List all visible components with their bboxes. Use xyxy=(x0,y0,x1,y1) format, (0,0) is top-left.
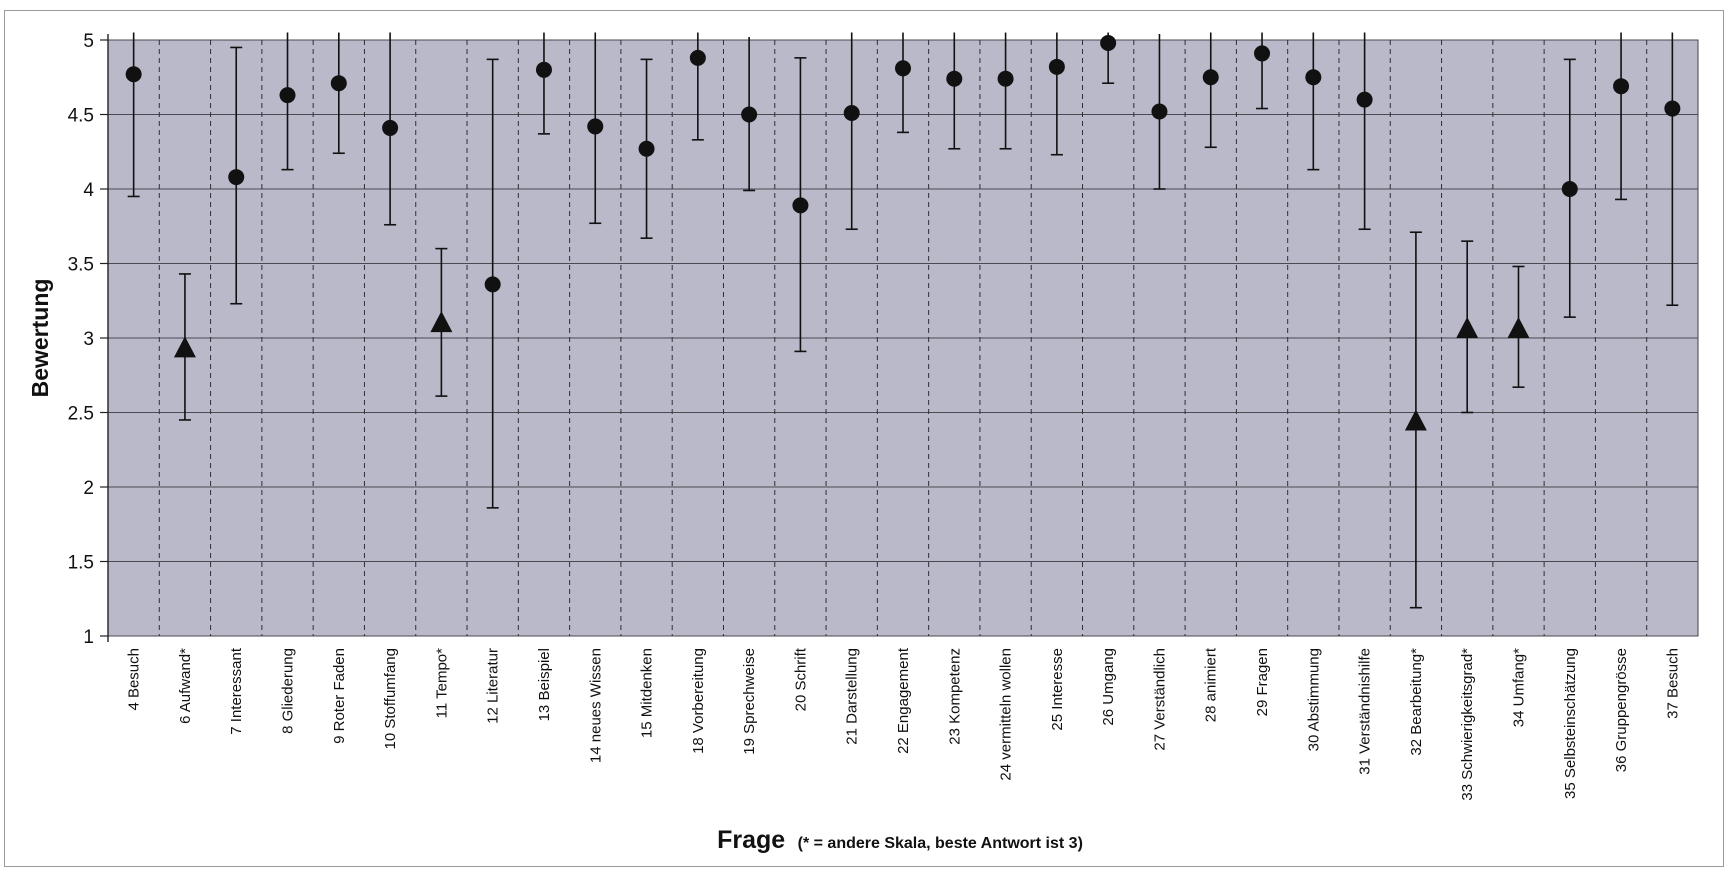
data-point-circle xyxy=(997,70,1014,87)
data-point-circle xyxy=(1305,69,1322,86)
x-category-label: 20 Schrift xyxy=(792,647,809,711)
grid-lines xyxy=(108,39,1698,637)
data-point-circle xyxy=(946,70,963,87)
x-category-label: 9 Roter Faden xyxy=(331,648,348,744)
data-point-circle xyxy=(741,106,758,123)
y-tick-label: 2.5 xyxy=(68,404,94,425)
data-point-triangle xyxy=(1507,317,1530,339)
data-point-circle xyxy=(587,118,604,135)
data-point-triangle xyxy=(1404,409,1427,431)
x-category-label: 33 Schwierigkeitsgrad* xyxy=(1459,648,1476,801)
x-axis-title-main: Frage xyxy=(717,826,785,854)
data-point-circle xyxy=(330,75,347,92)
data-point-circle xyxy=(535,61,552,78)
x-category-label: 13 Beispiel xyxy=(536,648,553,721)
x-category-label: 30 Abstimmung xyxy=(1305,648,1322,751)
data-point-circle xyxy=(1202,69,1219,86)
data-point-circle xyxy=(895,60,911,77)
x-category-label: 8 Gliederung xyxy=(280,648,297,734)
y-tick-label: 4.5 xyxy=(68,106,94,127)
data-point-circle xyxy=(1254,45,1271,62)
y-tick-label: 2 xyxy=(83,478,94,499)
x-category-label: 21 Darstellung xyxy=(844,648,861,745)
x-category-label: 22 Engagement xyxy=(895,647,912,754)
x-category-label: 15 Mitdenken xyxy=(639,648,656,738)
data-point-circle xyxy=(1613,78,1630,95)
x-category-label: 28 animiert xyxy=(1203,647,1220,722)
x-category-label: 23 Kompetenz xyxy=(946,648,963,745)
x-category-label: 14 neues Wissen xyxy=(587,648,604,763)
x-category-label: 6 Aufwand* xyxy=(177,648,194,724)
data-point-circle xyxy=(792,197,809,214)
y-tick-label: 5 xyxy=(83,31,94,52)
x-category-label: 34 Umfang* xyxy=(1510,648,1527,727)
x-category-label: 10 Stoffumfang xyxy=(382,648,399,749)
data-point-circle xyxy=(484,276,501,293)
x-category-label: 4 Besuch xyxy=(126,648,143,711)
x-category-label: 32 Bearbeitung* xyxy=(1408,648,1425,756)
x-category-label: 24 vermitteln wollen xyxy=(998,648,1015,781)
x-axis-title-note: (* = andere Skala, beste Antwort ist 3) xyxy=(798,835,1083,852)
data-point-circle xyxy=(1356,91,1373,108)
x-category-label: 25 Interesse xyxy=(1049,648,1066,731)
data-point-triangle xyxy=(430,311,453,333)
data-point-circle xyxy=(382,119,399,136)
data-marks xyxy=(125,32,1681,609)
data-point-circle xyxy=(1664,100,1681,117)
y-tick-label: 3.5 xyxy=(68,255,94,276)
data-point-circle xyxy=(689,49,706,66)
data-point-circle xyxy=(279,87,296,104)
x-category-label: 36 Gruppengrösse xyxy=(1613,648,1630,772)
y-tick-label: 4 xyxy=(83,180,94,201)
x-category-label: 29 Fragen xyxy=(1254,648,1271,716)
y-tick-label: 3 xyxy=(83,329,94,350)
data-point-circle xyxy=(1048,58,1065,75)
data-point-circle xyxy=(843,105,860,122)
y-tick-label: 1.5 xyxy=(68,553,94,574)
x-category-label: 7 Interessant xyxy=(228,647,245,735)
x-category-label: 19 Sprechweise xyxy=(741,648,758,755)
data-point-circle xyxy=(638,140,655,157)
y-axis-ticks: 1 1.5 2 2.5 3 3.5 4 4.5 5 xyxy=(68,31,109,648)
x-category-label: 37 Besuch xyxy=(1664,648,1681,719)
data-point-circle xyxy=(125,66,142,83)
x-axis-title: Frage (* = andere Skala, beste Antwort i… xyxy=(717,826,1083,854)
x-category-label: 31 Verständnishilfe xyxy=(1357,648,1374,775)
x-category-label: 11 Tempo* xyxy=(433,648,450,718)
x-category-label: 35 Selbsteinschätzung xyxy=(1562,648,1579,799)
x-axis-categories: 4 Besuch 6 Aufwand* 7 Interessant 8 Glieder… xyxy=(126,647,1682,800)
y-tick-label: 1 xyxy=(83,627,94,648)
x-category-label: 26 Umgang xyxy=(1100,648,1117,726)
data-point-circle xyxy=(228,169,245,186)
x-category-label: 18 Vorbereitung xyxy=(690,648,707,754)
x-category-label: 12 Literatur xyxy=(485,648,502,724)
y-axis-title: Bewertung xyxy=(27,279,53,398)
data-point-circle xyxy=(1561,181,1578,197)
data-point-circle xyxy=(1151,103,1168,120)
data-point-triangle xyxy=(173,336,196,358)
data-point-triangle xyxy=(1456,317,1479,339)
data-point-circle xyxy=(1100,34,1117,51)
x-category-label: 27 Verständlich xyxy=(1151,648,1168,751)
